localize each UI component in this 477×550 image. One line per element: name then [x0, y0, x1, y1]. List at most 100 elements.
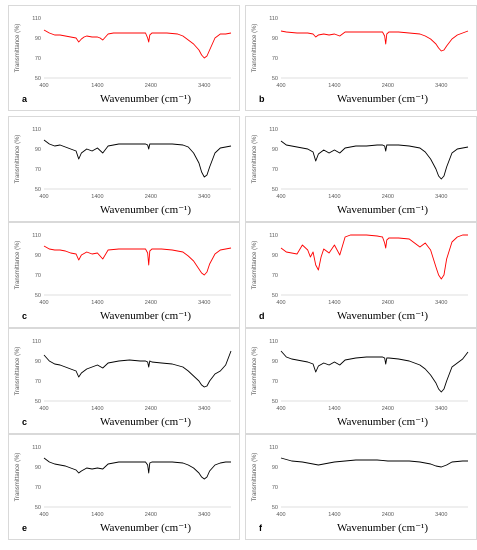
spectrum-line — [43, 29, 232, 59]
spectrum-svg-6: 50 70 90 110 400 1400 2400 3400 Transmittance (%… — [252, 233, 468, 322]
x-tick-label: 400 — [39, 83, 48, 89]
x-tick-label: 400 — [39, 300, 48, 306]
x-tick-label: 1400 — [91, 194, 103, 200]
spectrum-panel-4: 50 70 90 110 400 1400 2400 3400 Transmittance (%… — [245, 116, 477, 222]
x-tick-label: 3400 — [198, 406, 210, 412]
y-tick-label: 110 — [269, 127, 278, 133]
y-tick-label: 110 — [269, 339, 278, 345]
spectrum-svg-10: 50 70 90 110 400 1400 2400 3400 Transmittance (%… — [252, 445, 468, 534]
y-tick-label: 70 — [35, 167, 41, 173]
y-tick-label: 50 — [272, 187, 278, 193]
x-tick-label: 2400 — [145, 83, 157, 89]
x-tick-label: 1400 — [91, 512, 103, 518]
y-tick-label: 110 — [32, 16, 41, 22]
x-tick-label: 400 — [276, 512, 285, 518]
y-axis-label: Transmittance (%) — [15, 24, 21, 73]
x-tick-label: 1400 — [328, 406, 340, 412]
y-tick-label: 110 — [32, 445, 41, 451]
spectrum-line — [280, 350, 469, 393]
x-tick-label: 2400 — [145, 406, 157, 412]
y-tick-label: 110 — [32, 127, 41, 133]
y-tick-label: 50 — [35, 505, 41, 511]
spectrum-line — [43, 457, 231, 480]
y-tick-label: 90 — [272, 36, 278, 42]
panel-label: c — [22, 311, 27, 321]
x-tick-label: 3400 — [435, 512, 447, 518]
spectrum-panel-2: 50 70 90 110 400 1400 2400 3400 Transmittance (%… — [245, 5, 477, 111]
spectrum-panel-10: 50 70 90 110 400 1400 2400 3400 Transmittance (%… — [245, 434, 477, 540]
y-tick-label: 90 — [272, 465, 278, 471]
spectrum-line — [280, 30, 469, 52]
y-tick-label: 90 — [35, 465, 41, 471]
x-axis-label: Wavenumber (cm⁻¹) — [337, 416, 428, 428]
y-axis-label: Transmittance (%) — [252, 24, 258, 73]
y-tick-label: 50 — [35, 187, 41, 193]
spectrum-line — [280, 457, 468, 468]
x-tick-label: 3400 — [198, 300, 210, 306]
x-tick-label: 1400 — [328, 300, 340, 306]
x-tick-label: 3400 — [198, 194, 210, 200]
y-tick-label: 70 — [35, 273, 41, 279]
x-tick-label: 400 — [276, 83, 285, 89]
y-tick-label: 90 — [35, 147, 41, 153]
x-tick-label: 400 — [39, 194, 48, 200]
spectrum-svg-1: 50 70 90 110 400 1400 2400 3400 Transmittance (%… — [15, 16, 232, 105]
y-tick-label: 70 — [272, 167, 278, 173]
x-tick-label: 2400 — [382, 512, 394, 518]
panel-label: c — [22, 417, 27, 427]
y-tick-label: 50 — [272, 76, 278, 82]
y-tick-label: 90 — [35, 253, 41, 259]
x-axis-label: Wavenumber (cm⁻¹) — [100, 93, 191, 105]
spectrum-line — [43, 350, 232, 388]
x-tick-label: 1400 — [91, 406, 103, 412]
spectrum-svg-2: 50 70 90 110 400 1400 2400 3400 Transmittance (%… — [252, 16, 469, 105]
spectrum-line — [280, 140, 469, 180]
y-tick-label: 90 — [35, 36, 41, 42]
x-tick-label: 1400 — [91, 300, 103, 306]
y-axis-label: Transmittance (%) — [15, 347, 21, 396]
spectrum-panel-1: 50 70 90 110 400 1400 2400 3400 Transmittance (%… — [8, 5, 240, 111]
x-tick-label: 400 — [39, 512, 48, 518]
spectrum-svg-8: 50 70 90 110 400 1400 2400 3400 Transmittance (%… — [252, 339, 469, 428]
x-tick-label: 1400 — [328, 83, 340, 89]
x-tick-label: 2400 — [382, 406, 394, 412]
panel-label: a — [22, 94, 28, 104]
y-tick-label: 110 — [269, 16, 278, 22]
spectrum-panel-9: 50 70 90 110 400 1400 2400 3400 Transmittance (%… — [8, 434, 240, 540]
x-tick-label: 2400 — [145, 512, 157, 518]
x-axis-label: Wavenumber (cm⁻¹) — [100, 310, 191, 322]
x-tick-label: 3400 — [435, 300, 447, 306]
x-tick-label: 400 — [276, 300, 285, 306]
x-tick-label: 400 — [276, 194, 285, 200]
x-tick-label: 400 — [39, 406, 48, 412]
x-tick-label: 3400 — [435, 194, 447, 200]
x-tick-label: 3400 — [435, 83, 447, 89]
y-axis-label: Transmittance (%) — [252, 135, 258, 184]
y-axis-label: Transmittance (%) — [252, 453, 258, 502]
spectrum-svg-5: 50 70 90 110 400 1400 2400 3400 Transmittance (%… — [15, 233, 232, 322]
x-axis-label: Wavenumber (cm⁻¹) — [100, 522, 191, 534]
x-tick-label: 1400 — [328, 512, 340, 518]
x-tick-label: 2400 — [145, 300, 157, 306]
x-tick-label: 2400 — [382, 194, 394, 200]
panel-label: d — [259, 311, 265, 321]
y-tick-label: 70 — [272, 273, 278, 279]
y-tick-label: 90 — [35, 359, 41, 365]
x-axis-label: Wavenumber (cm⁻¹) — [337, 522, 428, 534]
x-tick-label: 2400 — [145, 194, 157, 200]
x-tick-label: 2400 — [382, 300, 394, 306]
x-tick-label: 3400 — [198, 83, 210, 89]
y-tick-label: 50 — [272, 293, 278, 299]
y-tick-label: 50 — [35, 76, 41, 82]
y-tick-label: 50 — [35, 399, 41, 405]
x-axis-label: Wavenumber (cm⁻¹) — [337, 204, 428, 216]
panel-label: f — [259, 523, 263, 533]
y-axis-label: Transmittance (%) — [15, 135, 21, 184]
spectrum-svg-9: 50 70 90 110 400 1400 2400 3400 Transmittance (%… — [15, 445, 231, 534]
y-tick-label: 110 — [32, 339, 41, 345]
y-tick-label: 110 — [32, 233, 41, 239]
panel-label: e — [22, 523, 27, 533]
y-tick-label: 70 — [272, 56, 278, 62]
spectrum-panel-6: 50 70 90 110 400 1400 2400 3400 Transmittance (%… — [245, 222, 477, 328]
